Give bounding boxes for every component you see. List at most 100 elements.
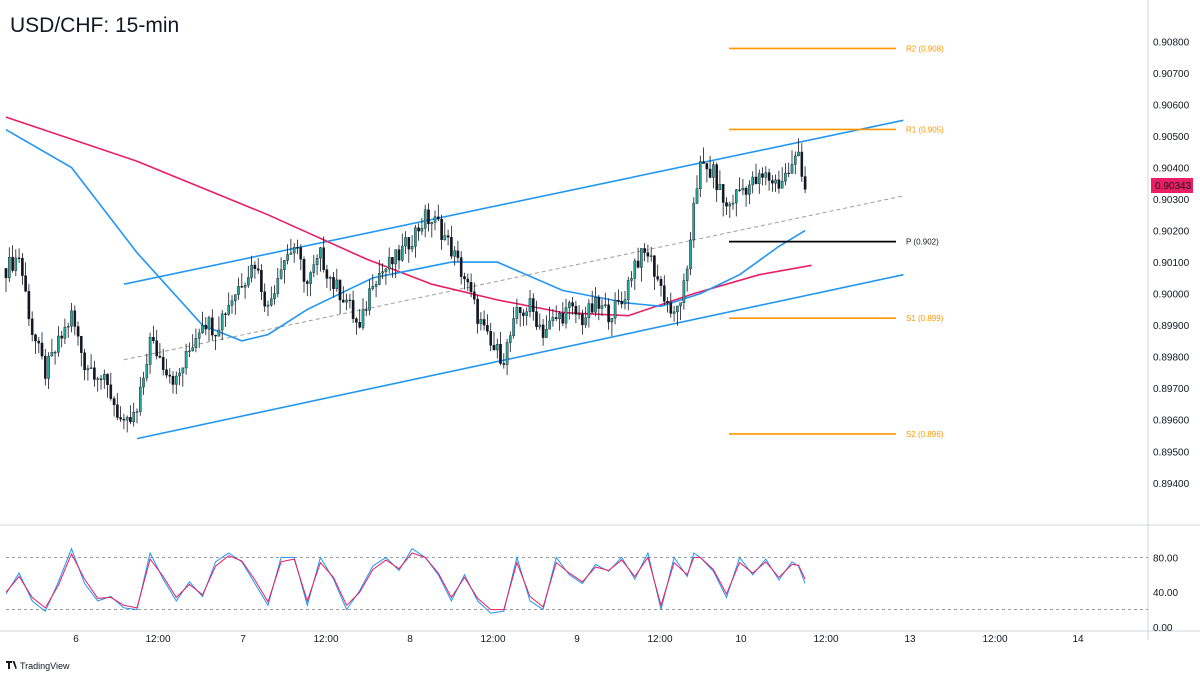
candle-body xyxy=(178,372,181,377)
candle-body xyxy=(577,313,581,316)
time-tick-label: 12:00 xyxy=(982,634,1007,645)
price-badge-value: 0.90343 xyxy=(1155,181,1192,192)
candle-body xyxy=(256,268,260,271)
candle-body xyxy=(486,325,489,332)
candle-body xyxy=(777,179,781,189)
candle-body xyxy=(296,247,299,249)
candle-body xyxy=(626,280,630,300)
candle-body xyxy=(512,318,515,336)
axis-frame xyxy=(0,0,1200,640)
candle-body xyxy=(554,317,558,319)
candle-body xyxy=(505,342,509,365)
candle-body xyxy=(482,319,486,326)
candle-body xyxy=(24,275,27,292)
candle-body xyxy=(184,351,188,369)
candle-body xyxy=(404,237,407,247)
candle-body xyxy=(574,305,578,315)
tradingview-branding: TradingView xyxy=(6,661,70,671)
candle-body xyxy=(174,375,178,385)
candle-body xyxy=(214,334,217,337)
candle-body xyxy=(718,184,722,191)
candle-body xyxy=(145,364,149,379)
candle-body xyxy=(705,163,709,170)
candle-body xyxy=(171,376,175,385)
candle-body xyxy=(66,326,70,328)
candle-body xyxy=(581,313,584,326)
candle-body xyxy=(590,303,594,313)
candle-body xyxy=(548,320,551,330)
price-tick-label: 0.89800 xyxy=(1153,353,1190,364)
candle-body xyxy=(518,307,522,314)
price-tick-label: 0.90500 xyxy=(1153,132,1190,143)
candle-body xyxy=(364,309,368,311)
candle-body xyxy=(361,309,365,328)
candle-body xyxy=(613,300,617,319)
candle-body xyxy=(735,189,738,204)
time-tick-label: 14 xyxy=(1072,634,1084,645)
candle-body xyxy=(463,276,466,280)
tradingview-logo-icon xyxy=(6,661,17,669)
candle-body xyxy=(649,255,653,257)
candle-body xyxy=(685,268,689,282)
candle-body xyxy=(541,324,545,338)
candle-body xyxy=(122,418,126,421)
candle-body xyxy=(640,248,643,268)
candle-body xyxy=(721,184,725,203)
candle-body xyxy=(240,286,244,288)
candle-body xyxy=(528,298,532,313)
pivot-levels: R2 (0.908) R1 (0.905) P (0.902) S1 (0.899) S… xyxy=(729,44,944,439)
candle-body xyxy=(669,302,673,314)
candle-body xyxy=(374,284,378,287)
candle-body xyxy=(253,264,257,269)
candle-body xyxy=(437,216,440,220)
candle-body xyxy=(757,173,761,184)
stochastic-tick-label: 0.00 xyxy=(1153,623,1173,634)
candle-body xyxy=(427,209,430,225)
candle-body xyxy=(476,299,479,324)
candle-body xyxy=(754,176,758,184)
candle-body xyxy=(571,302,574,307)
pivot-level-label: P (0.902) xyxy=(906,238,939,247)
candle-body xyxy=(633,260,637,279)
candle-body xyxy=(407,237,411,250)
candle-body xyxy=(479,319,483,324)
stochastic-tick-label: 40.00 xyxy=(1153,588,1178,599)
candle-body xyxy=(233,294,237,302)
candle-body xyxy=(34,334,37,342)
candle-body xyxy=(260,270,263,292)
brand-label: TradingView xyxy=(20,661,70,671)
candle-body xyxy=(459,257,463,277)
candle-body xyxy=(207,317,211,330)
candle-body xyxy=(168,374,172,377)
candle-body xyxy=(784,172,787,182)
stochastic-tick-label: 80.00 xyxy=(1153,553,1178,564)
candle-body xyxy=(515,307,519,319)
time-tick-label: 10 xyxy=(735,634,747,645)
candle-body xyxy=(525,311,528,316)
candle-body xyxy=(247,277,250,286)
candle-body xyxy=(76,326,80,337)
candle-body xyxy=(676,305,679,313)
time-tick-label: 12:00 xyxy=(313,634,338,645)
candle-body xyxy=(335,279,339,289)
candle-body xyxy=(227,305,231,315)
candle-body xyxy=(469,282,473,292)
candle-body xyxy=(699,161,702,190)
candle-body xyxy=(132,412,136,423)
candle-body xyxy=(86,368,90,371)
candle-body xyxy=(83,352,86,371)
candle-body xyxy=(17,257,21,259)
candle-body xyxy=(489,331,493,346)
candle-body xyxy=(322,247,326,270)
candle-body xyxy=(587,303,591,319)
candle-body xyxy=(338,279,342,301)
candle-body xyxy=(217,329,221,337)
candle-body xyxy=(797,151,800,157)
time-tick-label: 12:00 xyxy=(813,634,838,645)
candle-body xyxy=(273,293,276,300)
candle-body xyxy=(568,302,571,308)
candle-body xyxy=(803,176,807,190)
candle-body xyxy=(155,340,159,357)
price-tick-label: 0.90400 xyxy=(1153,164,1190,175)
